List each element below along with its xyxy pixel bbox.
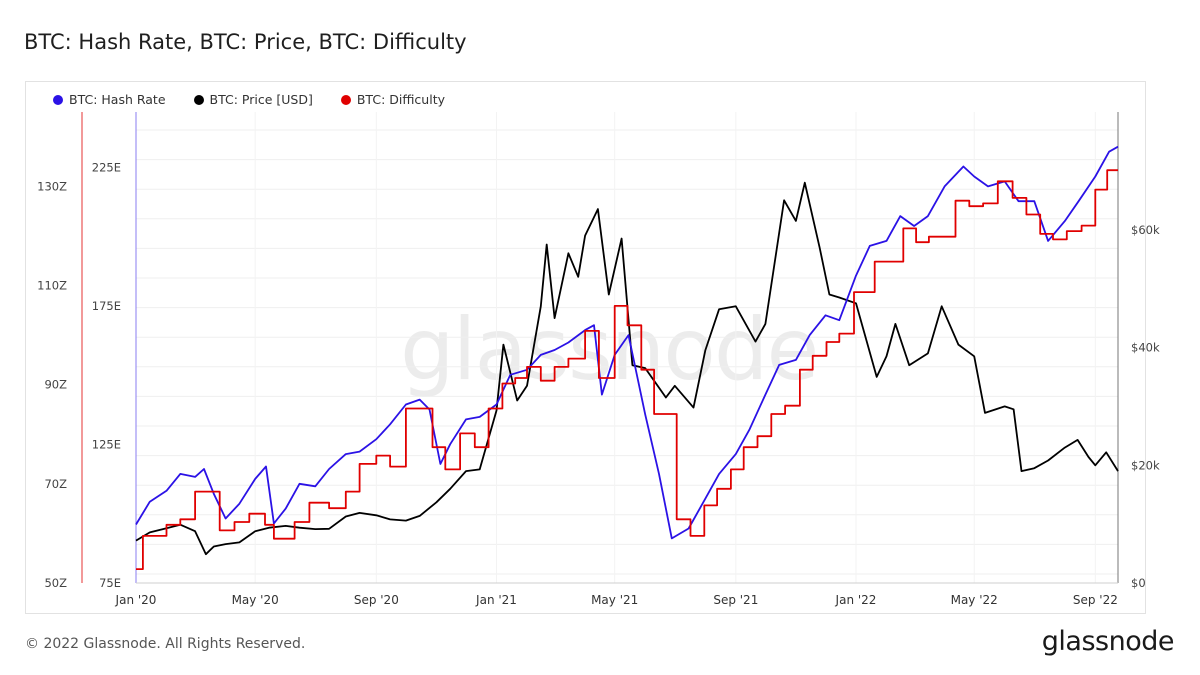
difficulty-tick-label: 225E [92, 160, 121, 174]
footer-copyright: © 2022 Glassnode. All Rights Reserved. [25, 636, 306, 652]
hash-rate-line [135, 145, 1119, 540]
legend-label-price: BTC: Price [USD] [209, 92, 313, 107]
x-tick-label: Sep '20 [354, 593, 399, 607]
legend-label-hash-rate: BTC: Hash Rate [69, 92, 166, 107]
x-tick-label: Jan '22 [835, 593, 877, 607]
price-line [135, 181, 1119, 556]
legend-dot-hash-rate [53, 94, 63, 105]
hash-rate-tick-label: 70Z [44, 477, 67, 491]
x-tick-label: Jan '20 [115, 593, 157, 607]
difficulty-line [136, 169, 1118, 570]
price-tick-label: $60k [1131, 223, 1160, 237]
difficulty-tick-label: 175E [92, 299, 121, 313]
hash-rate-tick-label: 110Z [37, 279, 67, 293]
x-tick-label: May '20 [232, 593, 279, 607]
legend-item-price[interactable]: BTC: Price [USD] [193, 92, 313, 107]
hash-rate-tick-label: 130Z [37, 179, 67, 193]
footer-logo[interactable]: glassnode [1041, 626, 1175, 657]
chart-title: BTC: Hash Rate, BTC: Price, BTC: Difficu… [24, 30, 467, 54]
legend-item-hash-rate[interactable]: BTC: Hash Rate [53, 92, 166, 107]
difficulty-tick-label: 75E [99, 576, 121, 590]
legend-item-difficulty[interactable]: BTC: Difficulty [340, 92, 446, 107]
price-tick-label: $0 [1131, 576, 1146, 590]
x-tick-label: Sep '21 [713, 593, 758, 607]
x-tick-label: Sep '22 [1073, 593, 1118, 607]
chart-frame [25, 81, 1146, 614]
legend-dot-difficulty [340, 94, 351, 105]
legend-dot-price [193, 94, 204, 105]
difficulty-tick-label: 125E [92, 437, 121, 451]
price-tick-label: $40k [1131, 341, 1160, 355]
price-tick-label: $20k [1131, 458, 1160, 472]
x-tick-label: Jan '21 [475, 593, 517, 607]
hash-rate-tick-label: 90Z [44, 378, 67, 392]
x-tick-label: May '22 [951, 593, 998, 607]
x-tick-label: May '21 [591, 593, 638, 607]
hash-rate-tick-label: 50Z [44, 576, 67, 590]
legend-label-difficulty: BTC: Difficulty [356, 92, 446, 107]
chart-legend: BTC: Hash Rate BTC: Price [USD] BTC: Dif… [53, 92, 473, 107]
